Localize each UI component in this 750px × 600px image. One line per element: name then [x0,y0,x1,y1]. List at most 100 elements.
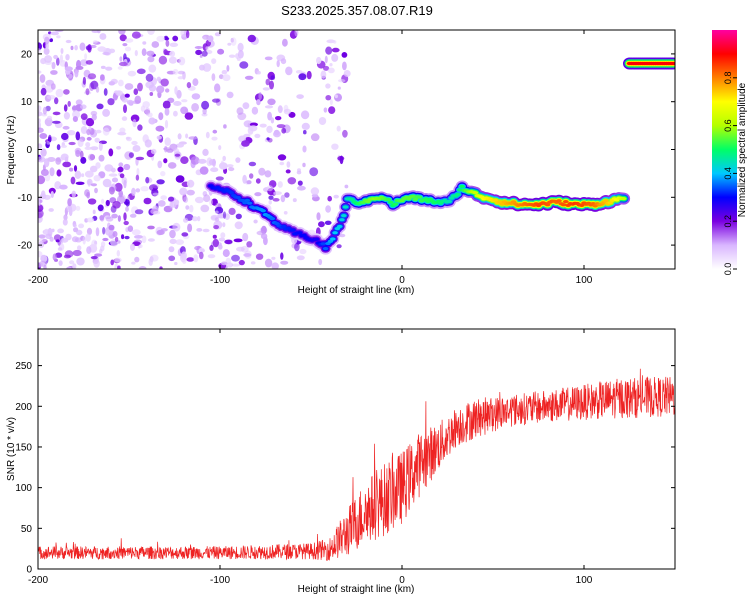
noise-blob [38,48,42,54]
noise-blob [168,56,177,64]
noise-blob [124,46,132,52]
noise-blob [68,141,76,146]
noise-blob [200,204,210,213]
noise-blob [165,88,170,93]
noise-blob [135,156,145,161]
noise-blob [134,50,138,57]
noise-blob [214,32,221,37]
noise-blob [201,100,210,110]
noise-blob [108,186,115,195]
noise-blob [75,205,81,211]
noise-blob [117,131,127,136]
noise-blob [256,230,266,236]
ridge-blob [342,205,349,209]
noise-blob [155,125,165,132]
noise-blob [59,184,68,190]
noise-blob [189,204,194,213]
noise-blob [342,129,348,138]
ridge-blob [269,217,276,221]
noise-blob [38,143,43,149]
noise-blob [124,235,130,240]
noise-blob [199,251,204,260]
noise-blob [296,255,305,261]
noise-blob [160,195,167,201]
noise-blob [214,83,221,93]
noise-blob [186,179,195,188]
noise-blob [163,158,168,164]
noise-blob [218,145,222,151]
noise-blob [84,53,88,60]
noise-blob [145,176,150,184]
noise-blob [297,180,303,186]
noise-blob [61,132,69,141]
noise-blob [90,44,97,49]
noise-blob [104,164,114,172]
noise-blob [217,48,225,55]
noise-blob [105,216,114,222]
noise-blob [235,213,242,220]
noise-blob [149,184,158,192]
noise-blob [79,42,86,51]
noise-blob [222,74,231,82]
noise-blob [140,186,149,192]
noise-blob [63,254,71,259]
noise-blob [80,126,88,134]
ridge-blob [322,247,329,251]
noise-blob [325,46,333,55]
noise-blob [49,167,55,177]
noise-blob [173,148,180,156]
noise-blob [205,131,210,139]
noise-blob [318,258,323,266]
noise-blob [210,167,219,173]
noise-blob [318,221,325,228]
ridge-blob [385,197,392,202]
noise-blob [194,46,203,49]
noise-blob [87,198,97,205]
ridge-blob [416,195,423,199]
noise-blob [181,99,188,103]
ridge-blob [260,209,267,213]
noise-blob [131,229,141,236]
noise-blob [173,110,178,117]
ridge-blob [339,218,345,222]
noise-blob [86,191,90,199]
ridge-blob [412,197,419,201]
noise-blob [75,99,83,106]
noise-blob [116,146,122,150]
ridge-blob [459,184,465,189]
ridge-blob [392,202,399,206]
noise-blob [90,256,98,260]
noise-blob [184,112,194,120]
noise-blob [98,154,105,162]
ridge-blob [327,239,334,243]
noise-blob [133,88,139,95]
colorbar-tick-label: 0.6 [723,119,733,132]
ridge-blob [544,203,551,207]
noise-blob [87,73,97,80]
colorbar-ticks: 0.0 0.2 0.4 0.6 0.8 [723,72,737,275]
noise-blob [191,103,200,112]
ridge-blob [560,203,567,207]
ridge-blob [455,192,461,196]
noise-blob [98,142,103,151]
noise-blob [125,199,130,207]
noise-blob [72,249,82,257]
noise-blob [338,79,346,83]
noise-blob [270,75,276,81]
noise-blob [85,233,91,242]
noise-blob [134,256,140,263]
noise-blob [55,88,64,98]
noise-blob [193,254,199,263]
noise-blob [39,260,48,267]
noise-blob [99,33,107,40]
noise-blob [242,102,250,110]
noise-blob [146,50,155,57]
x-tick-label: -200 [28,575,48,586]
noise-blob [263,236,268,246]
noise-blob [137,124,143,131]
noise-blob [191,93,201,100]
noise-blob [238,259,245,266]
noise-blob [251,106,259,115]
noise-blob [132,119,137,128]
noise-blob [63,104,68,112]
